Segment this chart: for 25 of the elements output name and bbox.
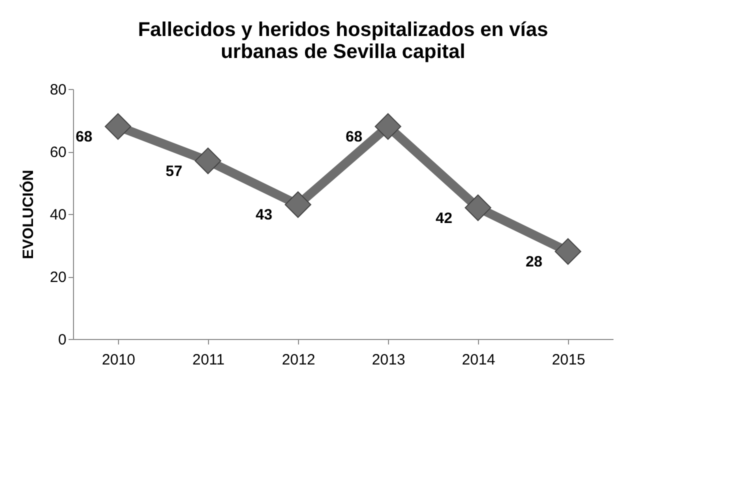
- point: [104, 113, 132, 140]
- data-label: 57: [166, 162, 182, 180]
- data-label: 68: [346, 128, 362, 146]
- data-label: 68: [76, 128, 92, 146]
- x-tick-label: 2011: [192, 352, 225, 368]
- chart-title: Fallecidos y heridos hospitalizados en vías urbanas de Sevilla capital: [138, 19, 548, 63]
- x-tick-label: 2012: [282, 352, 316, 368]
- x-tick-label: 2015: [552, 352, 586, 368]
- point: [284, 191, 312, 218]
- x-tick-label: 2013: [372, 352, 406, 368]
- point: [374, 113, 402, 140]
- point: [554, 238, 582, 265]
- y-tick-label: 0: [58, 332, 66, 348]
- y-tick-label: 80: [50, 82, 66, 98]
- data-label: 43: [256, 206, 272, 224]
- data-label: 42: [436, 210, 452, 227]
- point: [194, 148, 222, 174]
- x-tick-label: 2014: [462, 352, 496, 368]
- y-tick-label: 60: [50, 144, 66, 161]
- y-tick-label: 20: [50, 269, 66, 286]
- data-label: 28: [526, 254, 542, 270]
- point: [464, 194, 492, 221]
- y-axis-title: EVOLUCIÓN: [18, 170, 37, 260]
- x-tick-label: 2010: [102, 352, 136, 368]
- y-tick-label: 40: [50, 206, 66, 224]
